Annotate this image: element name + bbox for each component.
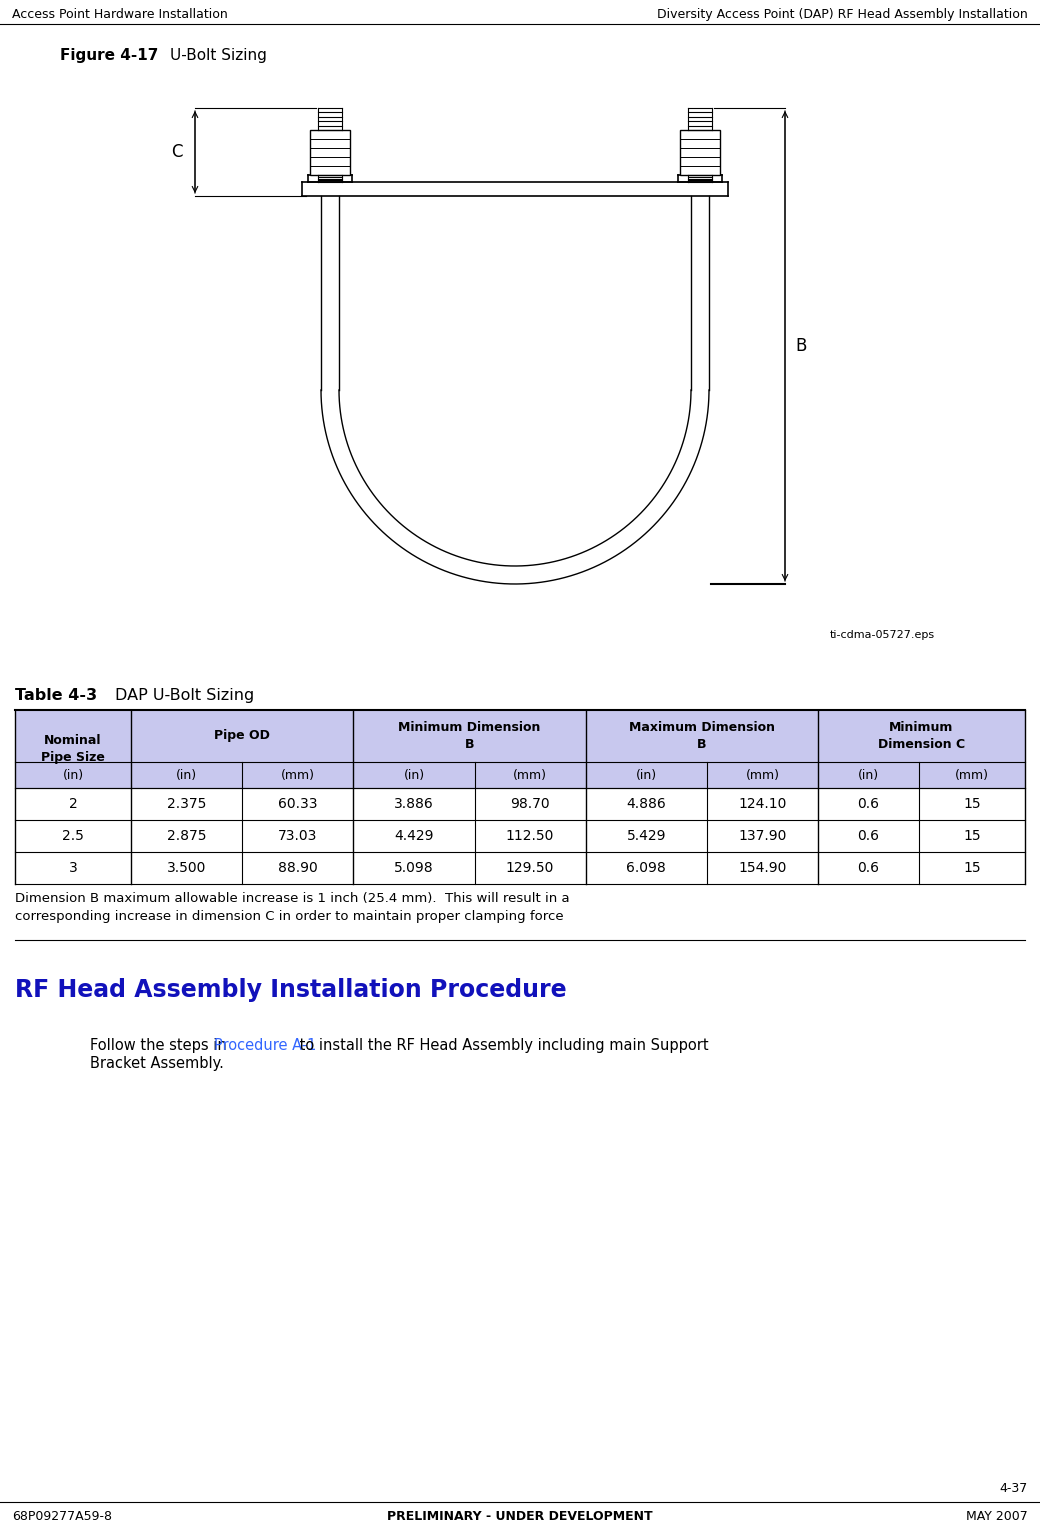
Text: to install the RF Head Assembly including main Support: to install the RF Head Assembly includin… <box>294 1038 708 1054</box>
Text: 15: 15 <box>963 797 981 811</box>
Text: 0.6: 0.6 <box>857 861 880 875</box>
Text: 15: 15 <box>963 829 981 843</box>
Bar <box>680 130 720 176</box>
Text: MAY 2007: MAY 2007 <box>966 1510 1028 1522</box>
Text: 154.90: 154.90 <box>738 861 786 875</box>
Text: (mm): (mm) <box>955 768 989 782</box>
Text: 129.50: 129.50 <box>505 861 554 875</box>
Text: 2.875: 2.875 <box>167 829 207 843</box>
Text: 60.33: 60.33 <box>278 797 317 811</box>
Text: PRELIMINARY - UNDER DEVELOPMENT: PRELIMINARY - UNDER DEVELOPMENT <box>387 1510 653 1522</box>
Text: U-Bolt Sizing: U-Bolt Sizing <box>170 47 267 63</box>
Text: Maximum Dimension
B: Maximum Dimension B <box>629 721 775 751</box>
Text: (mm): (mm) <box>746 768 779 782</box>
Text: 0.6: 0.6 <box>857 797 880 811</box>
Text: 3.500: 3.500 <box>167 861 206 875</box>
Text: B: B <box>795 337 806 354</box>
Text: Dimension B maximum allowable increase is 1 inch (25.4 mm).  This will result in: Dimension B maximum allowable increase i… <box>15 892 570 922</box>
Text: 98.70: 98.70 <box>511 797 550 811</box>
Text: (in): (in) <box>62 768 83 782</box>
Text: Figure 4-17: Figure 4-17 <box>60 47 158 63</box>
Text: (in): (in) <box>858 768 879 782</box>
Bar <box>15 710 1025 788</box>
Text: Procedure A-1: Procedure A-1 <box>214 1038 316 1054</box>
Text: RF Head Assembly Installation Procedure: RF Head Assembly Installation Procedure <box>15 977 567 1002</box>
Text: Bracket Assembly.: Bracket Assembly. <box>90 1057 224 1070</box>
Text: Minimum Dimension
B: Minimum Dimension B <box>398 721 541 751</box>
Text: (in): (in) <box>404 768 424 782</box>
Text: (mm): (mm) <box>513 768 547 782</box>
Text: Access Point Hardware Installation: Access Point Hardware Installation <box>12 8 228 21</box>
Text: 15: 15 <box>963 861 981 875</box>
Text: (in): (in) <box>176 768 198 782</box>
Text: 0.6: 0.6 <box>857 829 880 843</box>
Text: 4.429: 4.429 <box>394 829 434 843</box>
Text: 68P09277A59-8: 68P09277A59-8 <box>12 1510 112 1522</box>
Text: 3: 3 <box>69 861 77 875</box>
Text: 2.375: 2.375 <box>167 797 206 811</box>
Text: C: C <box>172 144 183 160</box>
Text: (mm): (mm) <box>281 768 315 782</box>
Text: 88.90: 88.90 <box>278 861 317 875</box>
Text: Diversity Access Point (DAP) RF Head Assembly Installation: Diversity Access Point (DAP) RF Head Ass… <box>657 8 1028 21</box>
Text: 4.886: 4.886 <box>626 797 667 811</box>
Text: 3.886: 3.886 <box>394 797 434 811</box>
Text: 5.429: 5.429 <box>626 829 666 843</box>
Text: Table 4-3: Table 4-3 <box>15 689 97 702</box>
Text: ti-cdma-05727.eps: ti-cdma-05727.eps <box>830 631 935 640</box>
Text: 137.90: 137.90 <box>738 829 786 843</box>
Text: Pipe OD: Pipe OD <box>214 730 270 742</box>
Text: 5.098: 5.098 <box>394 861 434 875</box>
Text: (in): (in) <box>635 768 657 782</box>
Text: DAP U-Bolt Sizing: DAP U-Bolt Sizing <box>115 689 254 702</box>
Text: 124.10: 124.10 <box>738 797 786 811</box>
Text: 2.5: 2.5 <box>62 829 84 843</box>
Text: 4-37: 4-37 <box>999 1483 1028 1495</box>
Text: Nominal
Pipe Size: Nominal Pipe Size <box>42 734 105 764</box>
Text: 112.50: 112.50 <box>505 829 554 843</box>
Text: 73.03: 73.03 <box>278 829 317 843</box>
Text: 6.098: 6.098 <box>626 861 667 875</box>
Text: Follow the steps in: Follow the steps in <box>90 1038 231 1054</box>
Text: Minimum
Dimension C: Minimum Dimension C <box>878 721 965 751</box>
Text: 2: 2 <box>69 797 77 811</box>
Bar <box>310 130 350 176</box>
